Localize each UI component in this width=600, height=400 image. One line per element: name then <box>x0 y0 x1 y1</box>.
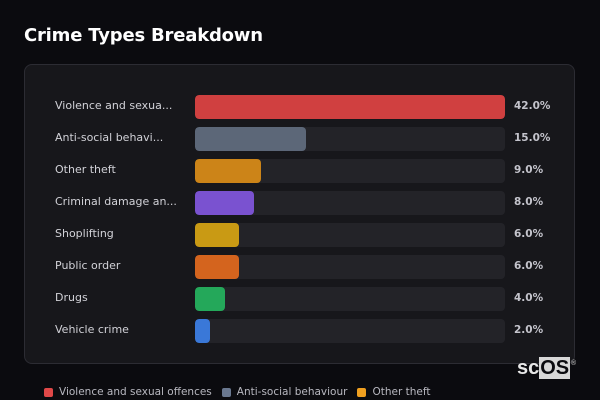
bar-label: Shoplifting <box>55 227 114 240</box>
bar-row: Violence and sexua... 42.0% <box>25 95 574 119</box>
bar-value: 4.0% <box>514 292 544 304</box>
bar[interactable] <box>195 255 240 279</box>
bar-track <box>195 255 505 279</box>
bar[interactable] <box>195 319 210 343</box>
bar-label: Criminal damage an... <box>55 195 177 208</box>
bar[interactable] <box>195 223 240 247</box>
bar-track <box>195 287 505 311</box>
legend-item[interactable]: Violence and sexual offences <box>44 386 212 398</box>
legend-label: Violence and sexual offences <box>59 386 212 398</box>
bar-value: 42.0% <box>514 100 551 112</box>
bar-row: Other theft 9.0% <box>25 159 574 183</box>
bar-row: Criminal damage an... 8.0% <box>25 191 574 215</box>
legend-label: Anti-social behaviour <box>236 386 348 398</box>
bar-row: Vehicle crime 2.0% <box>25 319 574 343</box>
scos-logo: scOS ® <box>517 357 576 379</box>
bar-label: Other theft <box>55 163 116 176</box>
bar[interactable] <box>195 287 225 311</box>
bar-value: 2.0% <box>514 324 544 336</box>
bar-label: Violence and sexua... <box>55 99 173 112</box>
legend-swatch-icon <box>221 387 231 397</box>
bar[interactable] <box>195 159 262 183</box>
bar-row: Public order 6.0% <box>25 255 574 279</box>
logo-prefix: sc <box>517 357 540 379</box>
chart-card: Violence and sexua... 42.0% Anti-social … <box>24 64 575 364</box>
bar-row: Shoplifting 6.0% <box>25 223 574 247</box>
bar-value: 9.0% <box>514 164 544 176</box>
legend-item[interactable]: Other theft <box>357 386 430 398</box>
bar[interactable] <box>195 127 306 151</box>
bar-track <box>195 95 505 119</box>
logo-box: OS <box>539 357 571 379</box>
bar[interactable] <box>195 191 255 215</box>
bar-track <box>195 319 505 343</box>
legend-item[interactable]: Anti-social behaviour <box>221 386 348 398</box>
bar[interactable] <box>195 95 505 119</box>
chart-legend: Violence and sexual offences Anti-social… <box>44 386 430 398</box>
registered-mark-icon: ® <box>570 360 577 367</box>
legend-label: Other theft <box>372 386 431 398</box>
chart-title: Crime Types Breakdown <box>24 25 263 46</box>
bar-row: Drugs 4.0% <box>25 287 574 311</box>
bar-label: Public order <box>55 259 121 272</box>
bar-value: 6.0% <box>514 228 544 240</box>
legend-swatch-icon <box>357 387 367 397</box>
bar-row: Anti-social behavi... 15.0% <box>25 127 574 151</box>
bar-track <box>195 127 505 151</box>
bar-value: 6.0% <box>514 260 544 272</box>
bar-track <box>195 223 505 247</box>
legend-swatch-icon <box>44 387 53 397</box>
bar-value: 8.0% <box>514 196 544 208</box>
bar-track <box>195 159 505 183</box>
bar-track <box>195 191 505 215</box>
bar-label: Vehicle crime <box>55 323 129 336</box>
bar-value: 15.0% <box>514 132 551 144</box>
bar-label: Anti-social behavi... <box>55 131 164 144</box>
bar-label: Drugs <box>55 291 88 304</box>
